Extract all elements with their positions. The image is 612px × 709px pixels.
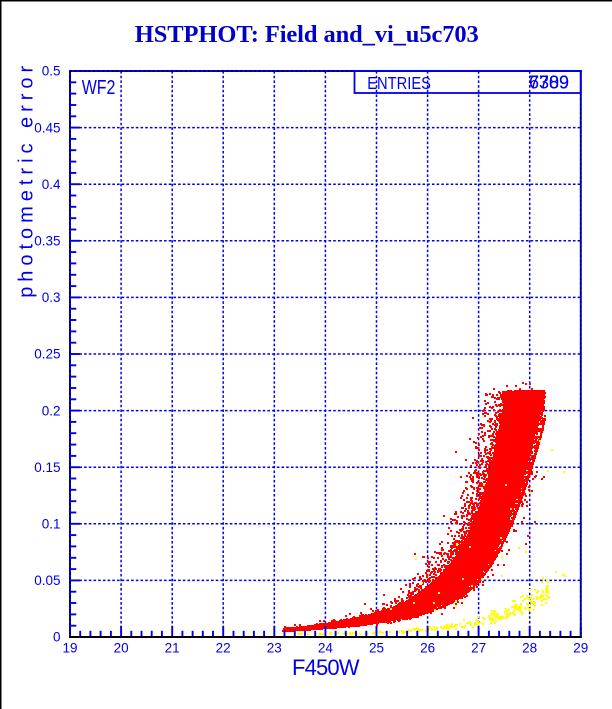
svg-text:0.05: 0.05 (34, 573, 60, 588)
svg-text:28: 28 (522, 640, 537, 655)
svg-text:0.45: 0.45 (34, 120, 60, 135)
svg-text:26: 26 (420, 640, 435, 655)
svg-text:24: 24 (318, 640, 334, 655)
svg-text:29: 29 (573, 640, 588, 655)
svg-text:20: 20 (114, 640, 129, 655)
svg-text:HSTPHOT: Field and_vi_u5c703: HSTPHOT: Field and_vi_u5c703 (135, 21, 479, 48)
svg-text:7709: 7709 (529, 73, 569, 93)
svg-text:23: 23 (267, 640, 282, 655)
svg-text:0.3: 0.3 (42, 290, 61, 305)
svg-text:0.2: 0.2 (42, 403, 61, 418)
svg-text:0.15: 0.15 (34, 460, 60, 475)
svg-text:F450W: F450W (292, 655, 360, 680)
svg-text:0.35: 0.35 (34, 234, 60, 249)
svg-text:ENTRIES: ENTRIES (367, 74, 431, 94)
svg-text:22: 22 (216, 640, 231, 655)
svg-text:6389: 6389 (529, 73, 569, 93)
svg-text:25: 25 (369, 640, 384, 655)
svg-text:27: 27 (471, 640, 486, 655)
svg-text:0.1: 0.1 (42, 517, 61, 532)
svg-text:0.5: 0.5 (42, 64, 61, 79)
svg-text:0.25: 0.25 (34, 347, 60, 362)
svg-text:0: 0 (53, 630, 61, 645)
svg-text:19: 19 (62, 640, 77, 655)
svg-text:WF2: WF2 (82, 75, 116, 98)
svg-text:photometric error: photometric error (16, 65, 38, 297)
svg-text:0.4: 0.4 (42, 177, 61, 192)
svg-text:21: 21 (165, 640, 180, 655)
